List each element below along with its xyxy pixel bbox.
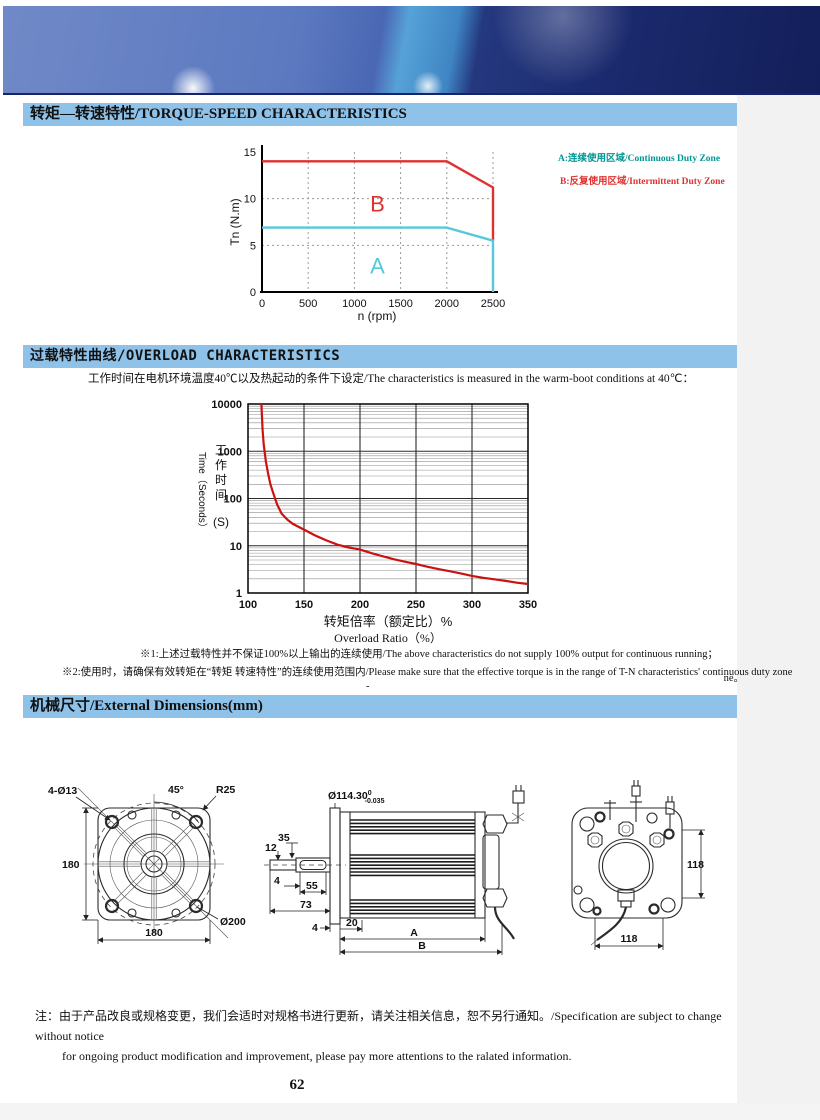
overload-ylabel-zh: 工作时间 (215, 443, 227, 502)
svg-text:10000: 10000 (211, 399, 242, 411)
svg-text:1500: 1500 (388, 298, 412, 310)
svg-text:10: 10 (230, 541, 242, 553)
section-title-dimensions: 机械尺寸/External Dimensions(mm) (23, 695, 737, 718)
side-dim-12: 12 (265, 842, 277, 854)
legend-intermittent-duty: B:反复使用区域/Intermittent Duty Zone (560, 177, 725, 187)
rear-width-label: 118 (621, 933, 638, 945)
bottom-margin (0, 1103, 820, 1120)
side-dim-4-left: 4 (274, 875, 280, 887)
side-dim-A: A (410, 927, 418, 939)
rear-holes (573, 811, 676, 916)
cable-fittings (482, 785, 525, 940)
svg-text:15: 15 (244, 147, 256, 159)
side-view-drawing: Ø114.300 -0.035 35 12 4 55 73 4 20 A B (264, 785, 525, 955)
front-bolt-holes-label: 4-Ø13 (48, 785, 77, 797)
svg-text:350: 350 (519, 599, 537, 611)
svg-text:250: 250 (407, 599, 425, 611)
header-banner (3, 6, 820, 95)
svg-text:200: 200 (351, 599, 369, 611)
svg-text:150: 150 (295, 599, 313, 611)
mounting-holes (104, 810, 204, 918)
rear-body-outline (571, 807, 683, 919)
section-title-overload: 过载特性曲线/OVERLOAD CHARACTERISTICS (23, 345, 737, 368)
side-dim-35: 35 (278, 832, 290, 844)
svg-text:间: 间 (215, 488, 227, 502)
rear-height-label: 118 (687, 859, 704, 871)
svg-text:B: B (370, 192, 385, 217)
side-dim-55: 55 (306, 880, 318, 892)
svg-text:0: 0 (250, 287, 256, 299)
page-number: 62 (289, 1077, 305, 1093)
bolt-circle-200 (92, 802, 216, 926)
rear-circle-band (598, 838, 654, 894)
top-margin (0, 0, 820, 6)
cooling-fins (350, 819, 475, 915)
legend-continuous-duty: A:连续使用区域/Continuous Duty Zone (558, 154, 721, 164)
motor-body (339, 811, 486, 919)
overload-xlabel-zh: 转矩倍率（额定比）% (324, 614, 453, 629)
svg-text:0: 0 (259, 298, 265, 310)
front-width-label: 180 (145, 927, 163, 939)
svg-text:1000: 1000 (218, 446, 242, 458)
fan-spokes (99, 809, 209, 919)
front-outer-dia-label: Ø200 (220, 916, 246, 928)
overload-note-2: ※2:使用时，请确保有效转矩在“转矩 转速特性”的连续使用范围内/Please … (62, 667, 793, 678)
svg-text:2000: 2000 (435, 298, 459, 310)
front-view-drawing: 4-Ø13 45° R25 180 180 Ø200 (48, 784, 246, 944)
svg-text:500: 500 (299, 298, 317, 310)
svg-text:A: A (370, 253, 385, 278)
footer-note: 注：由于产品改良或规格变更，我们会适时对规格书进行更新，请关注相关信息，恕不另行… (35, 1006, 735, 1066)
svg-text:2500: 2500 (481, 298, 505, 310)
overload-chart: 1 10 100 1000 10000 100 150 200 250 300 350 Time（S… (196, 399, 537, 645)
overload-xlabel-en: Overload Ratio（%） (334, 631, 442, 645)
side-dim-73: 73 (300, 899, 312, 911)
front-height-label: 180 (62, 859, 80, 871)
front-corner-radius-label: R25 (216, 784, 235, 796)
svg-text:100: 100 (224, 494, 242, 506)
svg-text:工: 工 (215, 443, 227, 457)
svg-text:时: 时 (215, 473, 227, 487)
overload-plot: 1 10 100 1000 10000 100 150 200 250 300 350 (211, 399, 537, 611)
overload-conditions-text: 工作时间在电机环境温度40℃以及热起动的条件下设定/The characteri… (88, 373, 695, 385)
fan-cover (97, 807, 211, 921)
svg-text:5: 5 (250, 240, 256, 252)
svg-text:100: 100 (239, 599, 257, 611)
rear-view-drawing: 118 118 (571, 780, 705, 950)
torque-speed-plot: 0 500 1000 1500 2000 2500 0 5 10 15 B A (244, 145, 505, 310)
svg-text:1: 1 (236, 588, 242, 600)
overload-ylabel-en: Time（Seconds） (196, 452, 208, 533)
svg-text:1000: 1000 (342, 298, 366, 310)
side-shaft-dia-label: Ø114.300 -0.035 (328, 790, 385, 805)
side-dim-20: 20 (346, 917, 358, 929)
footer-note-line1: 注：由于产品改良或规格变更，我们会适时对规格书进行更新，请关注相关信息，恕不另行… (35, 1009, 722, 1043)
overload-note-1: ※1:上述过载特性并不保证100%以上输出的连续使用/The above cha… (140, 649, 719, 660)
side-dim-B: B (418, 940, 426, 952)
front-flange-plate (329, 807, 341, 925)
svg-text:10: 10 (244, 194, 256, 206)
rear-top-connectors (604, 780, 675, 828)
overload-note-dash: - (366, 681, 370, 692)
front-angle-label: 45° (168, 784, 184, 796)
svg-text:作: 作 (215, 458, 227, 472)
overload-note-overflow: ne。 (723, 673, 744, 684)
torque-speed-chart: 0 500 1000 1500 2000 2500 0 5 10 15 B A Tn (N.m) n … (228, 145, 505, 323)
side-dim-4-bottom: 4 (312, 922, 318, 934)
svg-text:300: 300 (463, 599, 481, 611)
footer-note-line2: for ongoing product modification and imp… (62, 1049, 572, 1063)
rear-cable-gland (590, 889, 635, 946)
torque-speed-xlabel: n (rpm) (358, 309, 397, 323)
overload-ylabel-unit: (S) (213, 515, 229, 529)
torque-speed-ylabel: Tn (N.m) (228, 198, 242, 245)
rear-hex-nuts (587, 821, 665, 848)
section-title-torque-speed: 转矩—转速特性/TORQUE-SPEED CHARACTERISTICS (23, 103, 737, 126)
